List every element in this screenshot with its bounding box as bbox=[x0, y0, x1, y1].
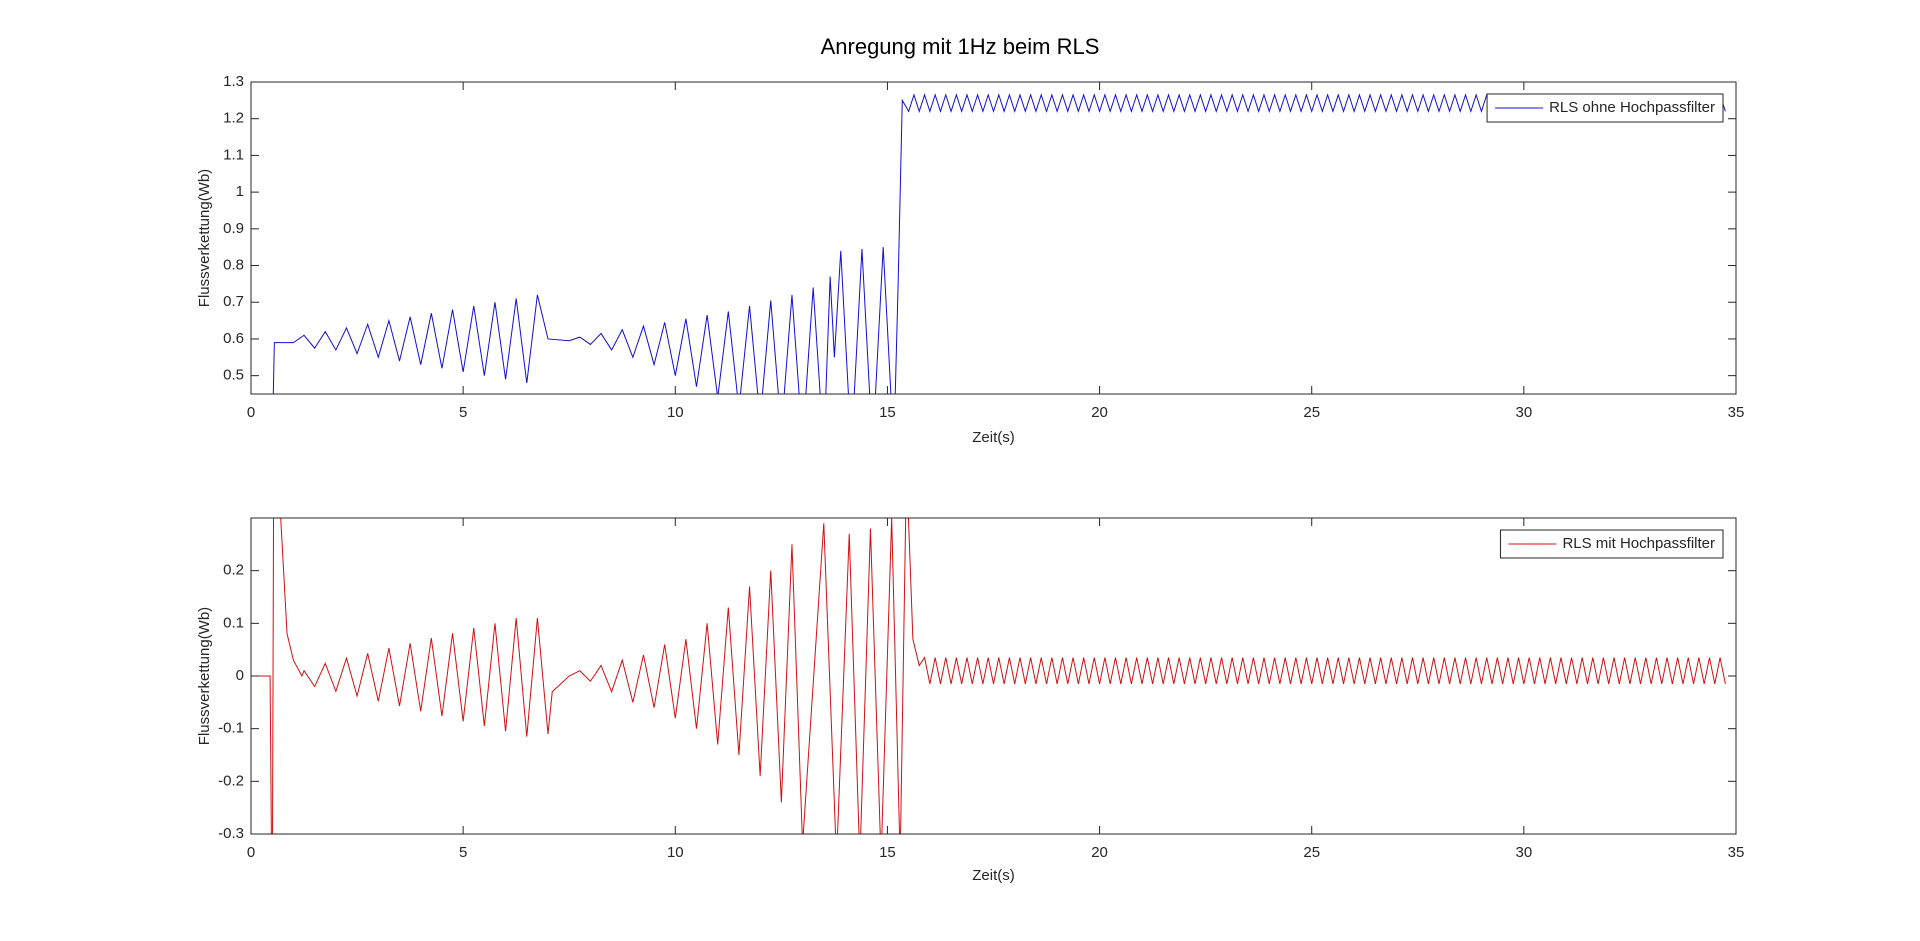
x-axis-label: Zeit(s) bbox=[972, 867, 1015, 884]
x-tick-label: 15 bbox=[879, 404, 896, 421]
x-tick-label: 0 bbox=[247, 844, 255, 861]
x-tick-label: 20 bbox=[1091, 404, 1108, 421]
x-tick-label: 10 bbox=[667, 844, 684, 861]
y-tick-label: 0.8 bbox=[223, 256, 244, 273]
x-tick-label: 0 bbox=[247, 404, 255, 421]
plot-area bbox=[251, 82, 1736, 394]
plot-area bbox=[251, 518, 1736, 834]
legend-label: RLS mit Hochpassfilter bbox=[1562, 535, 1715, 552]
y-tick-label: 0.1 bbox=[223, 614, 244, 631]
x-tick-label: 25 bbox=[1303, 844, 1320, 861]
y-tick-label: 1 bbox=[236, 183, 244, 200]
y-axis-label: Flussverkettung(Wb) bbox=[196, 607, 213, 745]
data-line bbox=[251, 518, 1726, 834]
axes-box bbox=[250, 81, 1737, 395]
x-tick-label: 20 bbox=[1091, 844, 1108, 861]
legend-label: RLS ohne Hochpassfilter bbox=[1549, 99, 1715, 116]
y-tick-label: 1.1 bbox=[223, 146, 244, 163]
y-tick-label: 0.7 bbox=[223, 293, 244, 310]
y-tick-label: 0.6 bbox=[223, 330, 244, 347]
x-tick-label: 15 bbox=[879, 844, 896, 861]
x-tick-label: 30 bbox=[1516, 844, 1533, 861]
y-tick-label: -0.1 bbox=[218, 720, 244, 737]
legend: RLS ohne Hochpassfilter bbox=[1486, 93, 1724, 123]
y-tick-label: 0.5 bbox=[223, 367, 244, 384]
y-tick-label: 1.3 bbox=[223, 73, 244, 90]
y-tick-label: 0 bbox=[236, 667, 244, 684]
x-axis-label: Zeit(s) bbox=[972, 429, 1015, 446]
x-tick-label: 35 bbox=[1728, 844, 1745, 861]
y-tick-label: -0.3 bbox=[218, 825, 244, 842]
legend: RLS mit Hochpassfilter bbox=[1499, 529, 1724, 559]
y-tick-label: 0.9 bbox=[223, 220, 244, 237]
x-tick-label: 35 bbox=[1728, 404, 1745, 421]
y-tick-label: 0.2 bbox=[223, 562, 244, 579]
x-tick-label: 10 bbox=[667, 404, 684, 421]
x-tick-label: 5 bbox=[459, 404, 467, 421]
y-axis-label: Flussverkettung(Wb) bbox=[196, 169, 213, 307]
x-tick-label: 30 bbox=[1516, 404, 1533, 421]
y-tick-label: -0.2 bbox=[218, 772, 244, 789]
y-tick-label: 1.2 bbox=[223, 110, 244, 127]
x-tick-label: 25 bbox=[1303, 404, 1320, 421]
x-tick-label: 5 bbox=[459, 844, 467, 861]
figure-title: Anregung mit 1Hz beim RLS bbox=[821, 34, 1100, 59]
